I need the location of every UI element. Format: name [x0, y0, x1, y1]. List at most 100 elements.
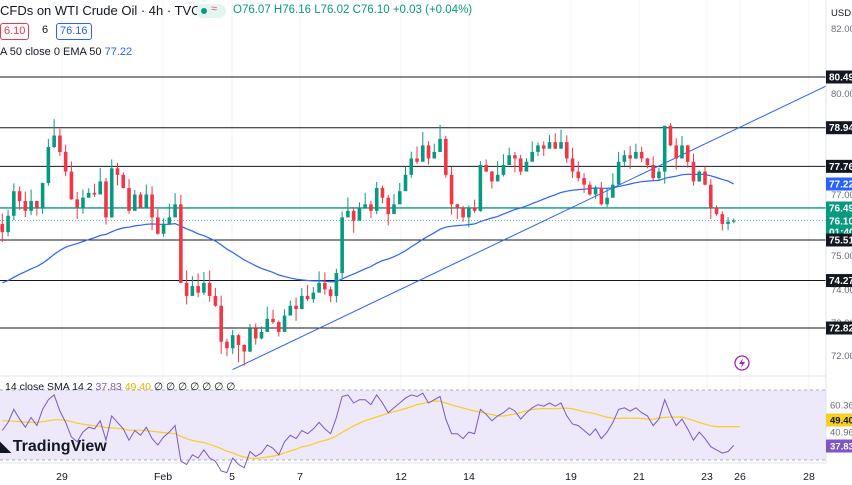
candle-body [455, 204, 460, 208]
price-label-box [826, 214, 852, 228]
candle-body [732, 220, 736, 222]
candle-body [593, 187, 598, 195]
candle-body [29, 201, 33, 211]
candle-body [196, 286, 200, 293]
candle [40, 182, 45, 214]
ema-legend[interactable]: A 50 close 0 EMA 50 77.22 [0, 46, 132, 58]
trendline-segment[interactable] [232, 85, 827, 371]
candle [294, 297, 298, 321]
candle-body [144, 194, 149, 208]
candle [46, 138, 51, 186]
candle-body [46, 147, 51, 184]
candle [357, 202, 362, 221]
candle [265, 306, 270, 332]
candle-body [311, 292, 316, 300]
candle [196, 273, 200, 298]
rsi-band [0, 390, 826, 460]
candle [230, 329, 235, 354]
candle [547, 135, 552, 149]
candle-body [81, 197, 85, 208]
candle [593, 185, 598, 199]
candle-body [248, 328, 252, 352]
candle [576, 161, 581, 182]
candle-body [242, 345, 247, 352]
candle [225, 338, 229, 357]
candle [409, 151, 414, 178]
candle [720, 211, 725, 231]
candle-body [444, 138, 448, 175]
candle-body [374, 187, 379, 211]
candle-body [478, 165, 483, 211]
candle [63, 144, 68, 177]
candle [104, 178, 108, 225]
price-tick-label: 72.00 [831, 351, 852, 362]
candle-body [259, 331, 264, 339]
candle [29, 189, 33, 216]
candle-body [253, 328, 258, 339]
candle [351, 207, 356, 233]
candle [605, 188, 609, 208]
candle [288, 300, 293, 316]
candle-body [438, 138, 442, 152]
price-label-text: 78.94 [829, 123, 852, 134]
candle-body [132, 194, 137, 211]
trendline[interactable] [232, 85, 827, 371]
tradingview-logo-icon: ◣ [0, 438, 11, 454]
candle [616, 151, 621, 185]
candle-body [357, 207, 362, 221]
spread-value: 6 [42, 24, 49, 36]
candle [455, 203, 460, 220]
candle-body [599, 187, 604, 205]
candle-body [409, 158, 414, 175]
buy-price-button[interactable]: 76.16 [56, 23, 92, 40]
sell-price-button[interactable]: 6.10 [0, 23, 30, 40]
candle [495, 161, 500, 182]
candle [253, 323, 258, 345]
candle [179, 194, 183, 284]
candle-body [645, 158, 650, 166]
candle [173, 193, 177, 218]
candle-body [294, 305, 298, 310]
candle-body [121, 174, 126, 188]
time-tick-label: 23 [701, 471, 713, 483]
tradingview-logo[interactable]: ◣ TradingView [0, 438, 107, 456]
candle-body [680, 145, 684, 159]
candle [167, 203, 172, 224]
candle [58, 128, 62, 156]
candle [259, 326, 264, 340]
candle-body [472, 207, 477, 211]
candle [697, 170, 702, 182]
candle-body [288, 305, 293, 316]
flash-icon[interactable] [734, 355, 750, 371]
candle-body [282, 315, 287, 332]
symbol-title[interactable]: CFDs on WTI Crude Oil · 4h · TVC [0, 3, 201, 18]
candle-body [708, 184, 713, 208]
price-label-text: 80.49 [829, 73, 852, 84]
candle-body [52, 135, 56, 148]
candle [115, 162, 120, 186]
candle-body [334, 273, 339, 296]
time-axis[interactable]: 29 Feb 5 7 12 14 19 21 23 26 28 [56, 471, 815, 483]
candle [478, 161, 483, 212]
candle-body [651, 165, 655, 179]
candle-body [161, 223, 166, 234]
rsi-axis-label: 49.40 [830, 416, 852, 427]
price-label-box [826, 177, 852, 191]
rsi-legend-value: 37.83 [95, 381, 122, 393]
candle [92, 183, 97, 198]
rsi-legend[interactable]: 14 close SMA 14 2 37.83 49.40 ∅ ∅ ∅ ∅ ∅ … [5, 381, 235, 393]
candle [634, 143, 638, 160]
candle [121, 172, 126, 189]
candle [271, 309, 275, 325]
candle [403, 166, 408, 192]
price-axis[interactable]: USD82.0080.0077.0075.0074.0073.0072.0080… [825, 0, 852, 485]
candle [317, 271, 321, 293]
candle-body [582, 178, 586, 185]
candle-body [426, 145, 431, 159]
flash-icon-ring [734, 355, 750, 371]
candle [524, 158, 529, 172]
candle [282, 309, 287, 332]
candle-body [726, 221, 730, 224]
candle-body [588, 184, 592, 195]
